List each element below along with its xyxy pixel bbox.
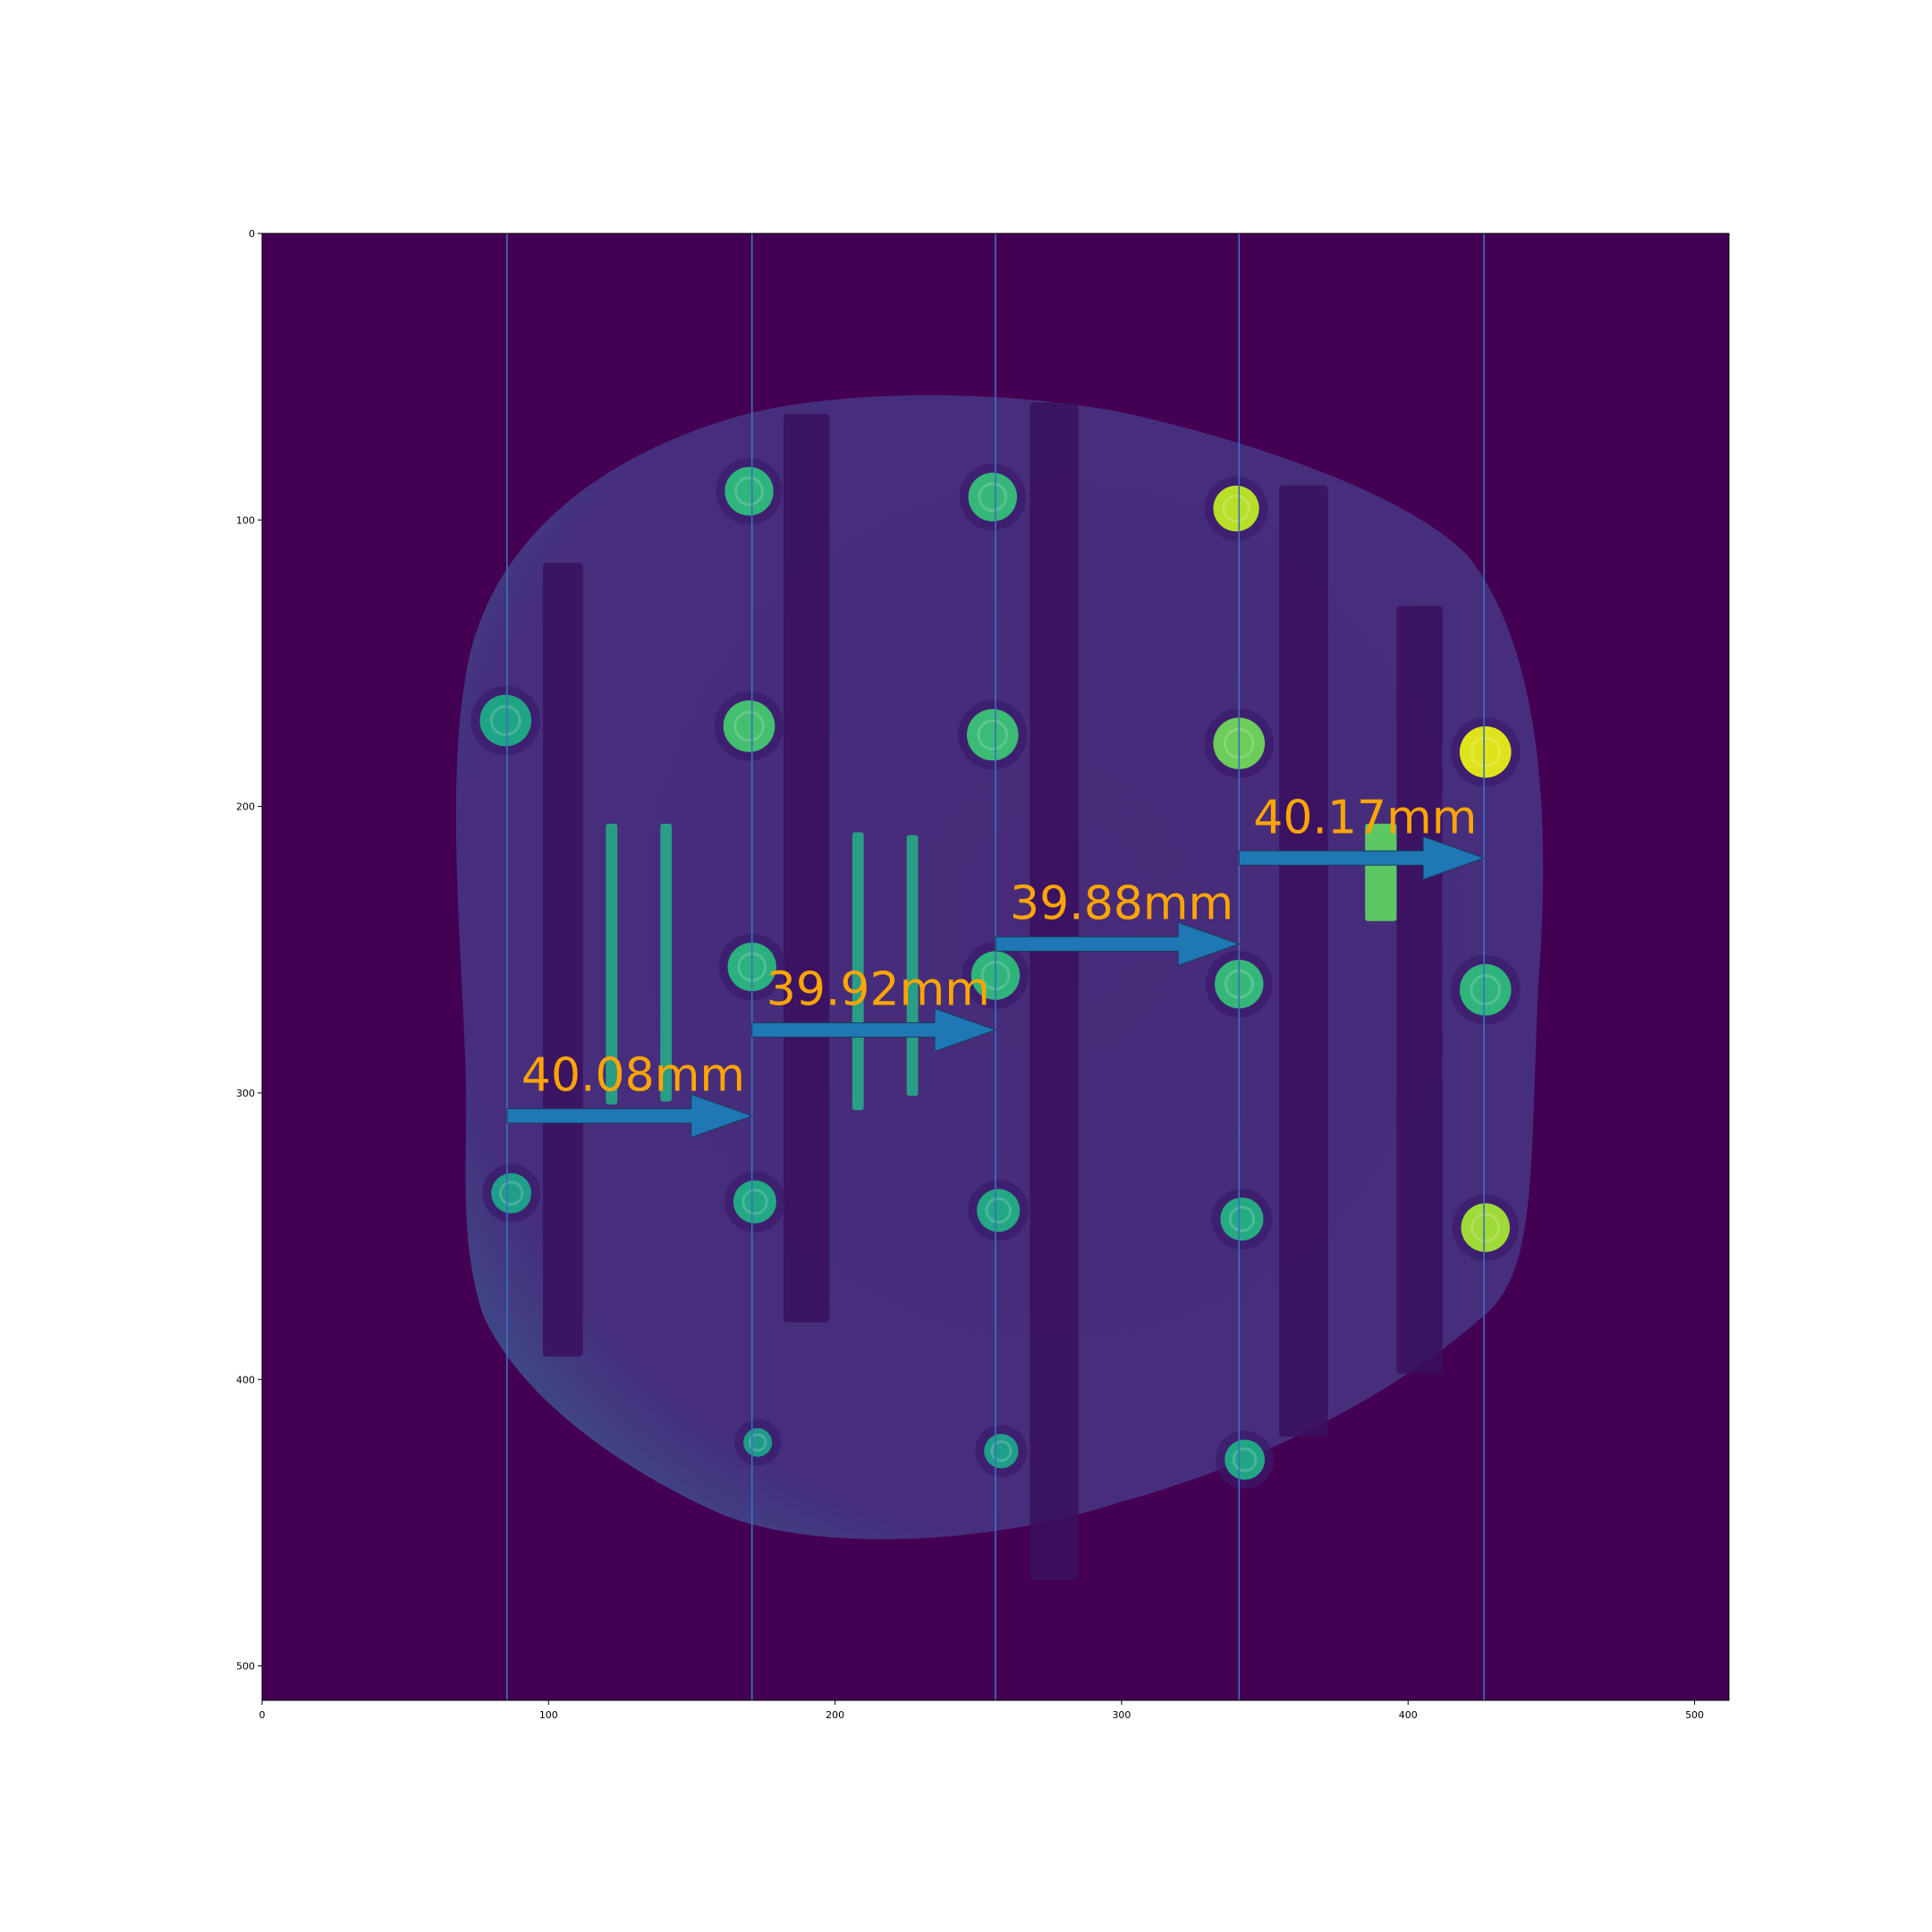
marker xyxy=(1216,1430,1275,1489)
marker xyxy=(959,463,1027,530)
y-tick-label: 400 xyxy=(236,1374,255,1385)
measurement-arrow xyxy=(506,1093,754,1139)
measurement-arrow xyxy=(1238,835,1486,880)
marker xyxy=(714,691,784,761)
x-tick-label: 400 xyxy=(1399,1709,1418,1721)
x-tick-label: 100 xyxy=(539,1709,558,1721)
marker xyxy=(968,1180,1030,1241)
rod xyxy=(606,823,618,1105)
x-tick-label: 300 xyxy=(1112,1709,1131,1721)
rod xyxy=(660,823,673,1102)
axes-frame xyxy=(261,233,1730,1701)
dark-strip xyxy=(1396,606,1443,1374)
y-tick-label: 0 xyxy=(249,228,255,240)
dark-strip xyxy=(1030,402,1079,1580)
vertical-lines xyxy=(506,233,1485,1700)
rod xyxy=(852,832,864,1111)
image-features xyxy=(470,402,1521,1580)
dark-strip xyxy=(1279,485,1328,1437)
marker xyxy=(1450,954,1521,1025)
marker xyxy=(1452,1194,1519,1261)
y-tick-label: 200 xyxy=(236,801,255,813)
marker xyxy=(716,458,783,525)
marker xyxy=(734,1419,782,1466)
x-tick-label: 500 xyxy=(1685,1709,1704,1721)
measurement-arrows: 40.08mm 39.92mm 39.88mm 40.17mm xyxy=(506,791,1486,1139)
dark-strip xyxy=(542,563,583,1357)
y-tick-label: 100 xyxy=(236,514,255,526)
measurement-label: 40.17mm xyxy=(1253,791,1477,844)
y-tick-label: 300 xyxy=(236,1088,255,1099)
y-tick-label: 500 xyxy=(236,1661,255,1673)
marker xyxy=(957,699,1028,770)
marker xyxy=(724,1171,785,1233)
measurement-arrow xyxy=(751,1007,997,1053)
marker xyxy=(470,685,541,756)
measurement-arrow xyxy=(995,921,1241,967)
marker xyxy=(975,1425,1028,1478)
measurement-label: 39.88mm xyxy=(1010,877,1233,930)
dark-strip xyxy=(783,413,830,1323)
marker xyxy=(1450,716,1521,787)
x-tick-label: 0 xyxy=(259,1709,266,1721)
marker xyxy=(482,1164,541,1223)
marker xyxy=(1204,476,1268,541)
measurement-label: 39.92mm xyxy=(767,962,990,1016)
measurement-label: 40.08mm xyxy=(521,1049,745,1103)
x-tick-label: 200 xyxy=(826,1709,844,1721)
rod xyxy=(1365,823,1397,921)
axes: 0 100 200 300 400 500 0 100 200 300 400 500 xyxy=(236,228,1730,1721)
marker xyxy=(1211,1188,1273,1250)
